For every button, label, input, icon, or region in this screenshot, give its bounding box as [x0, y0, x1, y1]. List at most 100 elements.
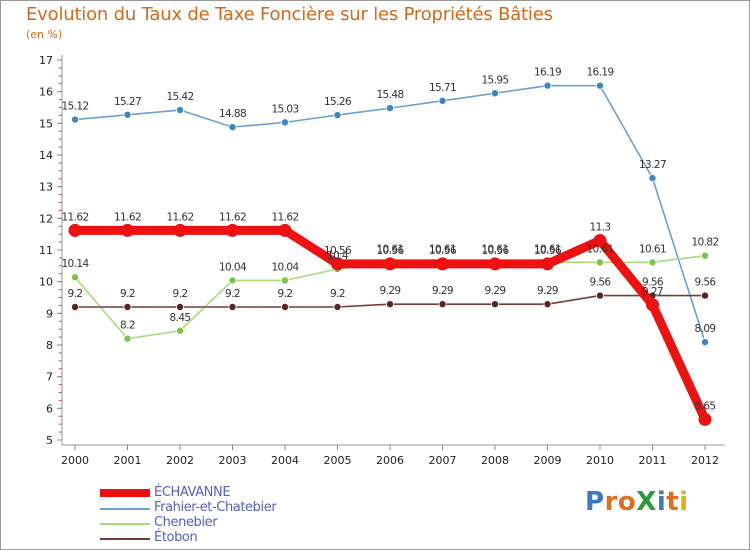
point-0-6	[385, 104, 394, 113]
data-label-3-11: 9.27	[642, 286, 663, 298]
data-label-3-3: 11.62	[219, 211, 246, 223]
point-3-9	[541, 257, 554, 271]
logo-letter-5: t	[666, 487, 680, 517]
chart-title: Evolution du Taux de Taxe Foncière sur l…	[26, 4, 553, 25]
data-label-3-7: 10.56	[429, 245, 457, 257]
data-label-0-3: 14.88	[219, 108, 246, 120]
data-label-1-12: 10.82	[691, 237, 718, 249]
point-0-12	[701, 338, 710, 347]
point-2-9	[543, 300, 552, 309]
y-tick-label-6: 6	[46, 402, 53, 415]
data-label-2-9: 9.29	[537, 285, 558, 297]
data-label-0-10: 16.19	[586, 67, 613, 79]
point-0-4	[280, 118, 289, 127]
logo-letter-4: i	[656, 487, 667, 517]
point-0-0	[71, 115, 80, 124]
x-tick-label-2002: 2002	[166, 454, 194, 467]
data-label-0-8: 15.95	[481, 74, 508, 86]
data-label-0-2: 15.42	[166, 91, 193, 103]
x-tick-label-2006: 2006	[376, 454, 404, 467]
point-1-3	[228, 276, 237, 285]
data-label-3-12: 5.65	[695, 400, 716, 412]
x-tick-label-2009: 2009	[534, 454, 562, 467]
data-label-1-1: 8.2	[120, 320, 135, 332]
data-label-2-5: 9.2	[330, 288, 345, 300]
point-0-11	[648, 174, 657, 183]
data-label-1-2: 8.45	[170, 312, 191, 324]
y-tick-label-16: 16	[39, 86, 53, 99]
data-label-3-9: 10.56	[534, 245, 562, 257]
legend-swatch-etobon	[100, 538, 150, 540]
data-label-3-4: 11.62	[271, 211, 298, 223]
point-3-11	[646, 298, 659, 312]
point-3-4	[278, 223, 292, 237]
data-label-0-7: 15.71	[429, 82, 456, 94]
point-2-6	[385, 300, 394, 309]
data-label-0-11: 13.27	[639, 159, 666, 171]
y-tick-label-17: 17	[39, 54, 53, 67]
point-1-11	[648, 258, 657, 267]
point-2-3	[228, 302, 237, 311]
point-2-2	[175, 302, 184, 311]
y-unit-label: (en %)	[26, 28, 63, 41]
x-tick-label-2012: 2012	[691, 454, 719, 467]
data-label-3-0: 11.62	[61, 211, 88, 223]
data-label-0-1: 15.27	[114, 96, 141, 108]
point-3-8	[488, 257, 502, 271]
data-label-0-0: 15.12	[61, 101, 88, 113]
point-2-1	[123, 302, 132, 311]
point-1-12	[701, 251, 710, 260]
proxiti-logo: ProXiti	[585, 487, 689, 517]
y-tick-label-13: 13	[39, 181, 53, 194]
point-0-7	[438, 96, 447, 105]
legend-label-echavanne: ÉCHAVANNE	[154, 485, 231, 500]
data-label-2-8: 9.29	[485, 285, 506, 297]
data-label-1-3: 10.04	[219, 261, 247, 273]
point-3-3	[226, 223, 239, 237]
y-tick-label-14: 14	[39, 149, 53, 162]
data-label-0-6: 15.48	[376, 89, 403, 101]
x-tick-label-2000: 2000	[61, 454, 89, 467]
x-tick-label-2010: 2010	[586, 454, 614, 467]
data-label-2-0: 9.2	[68, 288, 83, 300]
data-label-1-0: 10.14	[61, 258, 89, 270]
logo-letter-0: P	[585, 487, 605, 517]
x-tick-label-2011: 2011	[639, 454, 667, 467]
point-0-9	[543, 81, 552, 90]
data-label-1-10: 10.61	[586, 243, 613, 255]
legend-swatch-echavanne	[100, 489, 150, 497]
data-label-0-12: 8.09	[695, 323, 716, 335]
point-1-0	[71, 273, 80, 282]
logo-letter-1: r	[604, 487, 618, 517]
y-tick-label-9: 9	[46, 307, 53, 320]
point-0-5	[333, 111, 342, 120]
point-2-5	[333, 302, 342, 311]
y-tick-label-12: 12	[39, 212, 53, 225]
point-0-2	[175, 106, 184, 115]
data-label-2-7: 9.29	[432, 285, 453, 297]
data-label-0-9: 16.19	[534, 67, 561, 79]
legend-label-chenebier: Chenebier	[154, 515, 218, 530]
y-tick-label-11: 11	[39, 244, 53, 257]
point-2-7	[438, 300, 447, 309]
point-3-10	[593, 234, 607, 247]
y-tick-label-15: 15	[39, 117, 53, 130]
x-tick-label-2007: 2007	[429, 454, 457, 467]
data-label-1-4: 10.04	[271, 261, 299, 273]
legend-label-etobon: Étobon	[154, 530, 198, 545]
y-tick-label-7: 7	[46, 371, 53, 384]
point-0-8	[490, 89, 499, 98]
logo-letter-2: o	[617, 487, 637, 517]
data-label-2-2: 9.2	[173, 288, 188, 300]
data-label-1-9: 10.61	[534, 243, 561, 255]
point-2-8	[490, 300, 499, 309]
data-label-2-1: 9.2	[120, 288, 135, 300]
point-3-0	[68, 223, 82, 237]
point-0-3	[228, 123, 237, 132]
y-tick-label-8: 8	[46, 339, 53, 352]
data-label-2-6: 9.29	[380, 285, 401, 297]
x-tick-label-2001: 2001	[114, 454, 142, 467]
legend-swatch-chenebier	[100, 523, 150, 525]
y-tick-label-10: 10	[39, 276, 53, 289]
